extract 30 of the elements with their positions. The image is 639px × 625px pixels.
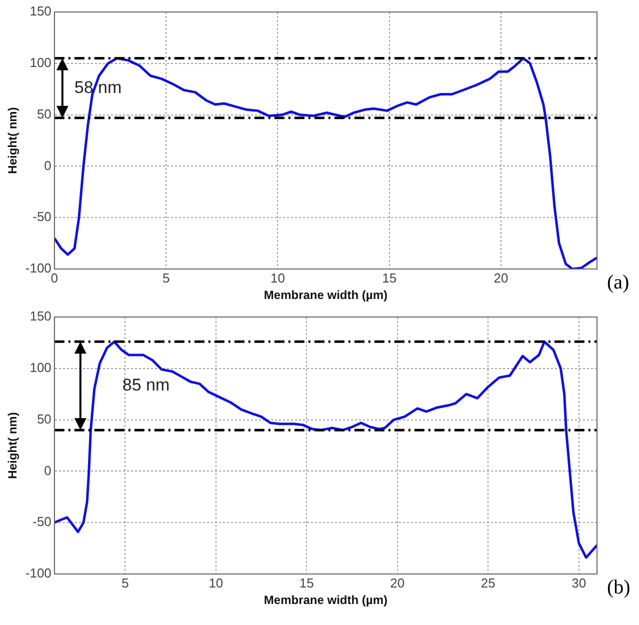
- annotation: 85 nm: [122, 376, 170, 395]
- y-tick-label: 100: [30, 360, 52, 375]
- x-tick-label: 30: [572, 575, 586, 590]
- x-tick-label: 25: [480, 575, 496, 590]
- x-tick-label: 10: [208, 575, 224, 590]
- y-tick-label: 50: [36, 411, 52, 426]
- y-tick-label: 150: [30, 308, 52, 324]
- y-axis-title: Height( nm): [6, 412, 20, 479]
- x-tick-label: 5: [122, 575, 129, 590]
- annotation: 58 nm: [74, 78, 122, 97]
- y-tick-label: 100: [30, 54, 52, 70]
- y-tick-label: -100: [25, 260, 52, 276]
- x-tick-label: 10: [270, 270, 285, 286]
- x-tick-label: 5: [162, 270, 170, 286]
- y-axis-title: Height( nm): [6, 107, 20, 174]
- y-tick-label: -50: [32, 514, 52, 530]
- y-tick-label: 0: [44, 462, 52, 478]
- x-axis-title: Membrane width (µm): [264, 288, 388, 302]
- x-tick-label: 15: [382, 270, 397, 286]
- y-tick-label: -100: [25, 566, 52, 581]
- y-tick-label: 150: [30, 4, 52, 19]
- y-tick-label: -50: [32, 209, 52, 224]
- x-axis-title: Membrane width (µm): [264, 593, 388, 608]
- text: (b): [607, 576, 630, 598]
- x-tick-label: 20: [494, 270, 508, 286]
- y-tick-label: 0: [44, 158, 52, 173]
- x-tick-label: 15: [299, 575, 314, 590]
- y-tick-label: 50: [36, 106, 52, 122]
- x-tick-label: 20: [390, 575, 405, 590]
- text: (a): [607, 271, 630, 294]
